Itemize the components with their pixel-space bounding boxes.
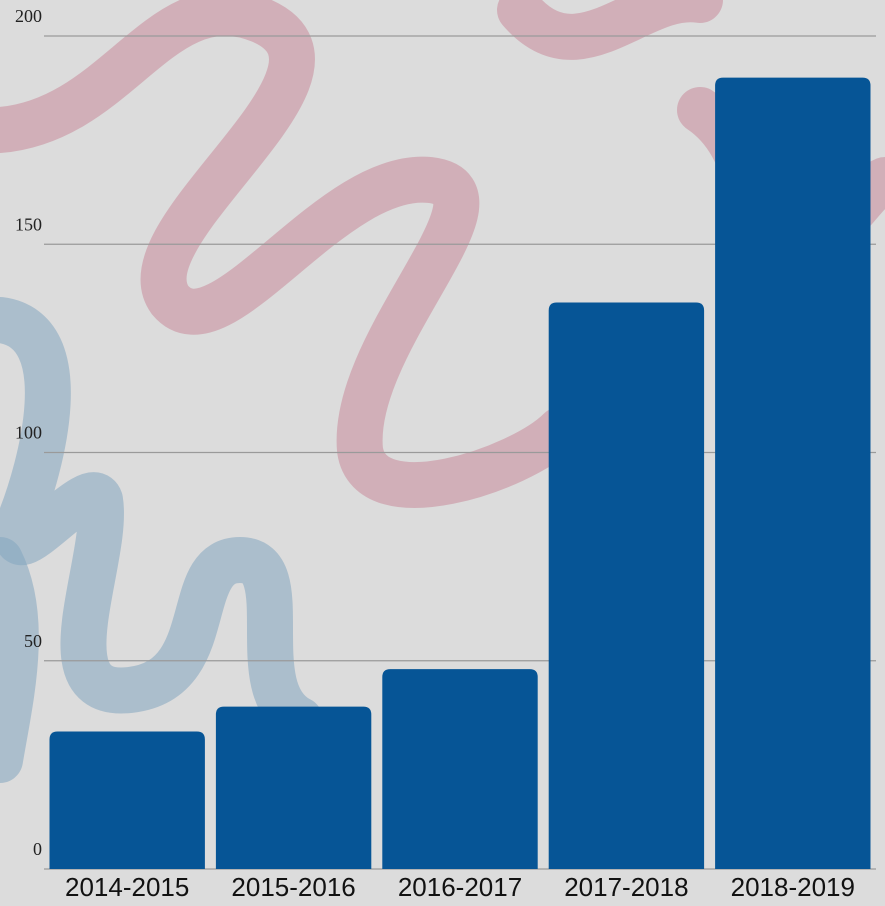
background-squiggle (0, 297, 323, 743)
bar (548, 302, 705, 869)
background-squiggle (0, 537, 39, 783)
bar (715, 77, 871, 869)
y-tick-label: 200 (15, 6, 42, 26)
bar (382, 669, 538, 869)
bar (49, 731, 205, 869)
x-tick-label: 2017-2018 (564, 872, 688, 902)
x-tick-label: 2016-2017 (398, 872, 522, 902)
y-tick-label: 50 (24, 631, 42, 651)
background-squiggle (0, 0, 583, 508)
background-squiggle (497, 0, 723, 60)
y-tick-label: 0 (33, 839, 42, 859)
x-tick-label: 2018-2019 (731, 872, 855, 902)
x-tick-label: 2015-2016 (231, 872, 355, 902)
bar (215, 706, 372, 869)
x-tick-label: 2014-2015 (65, 872, 189, 902)
y-tick-label: 150 (15, 214, 42, 234)
y-tick-label: 100 (15, 423, 42, 443)
